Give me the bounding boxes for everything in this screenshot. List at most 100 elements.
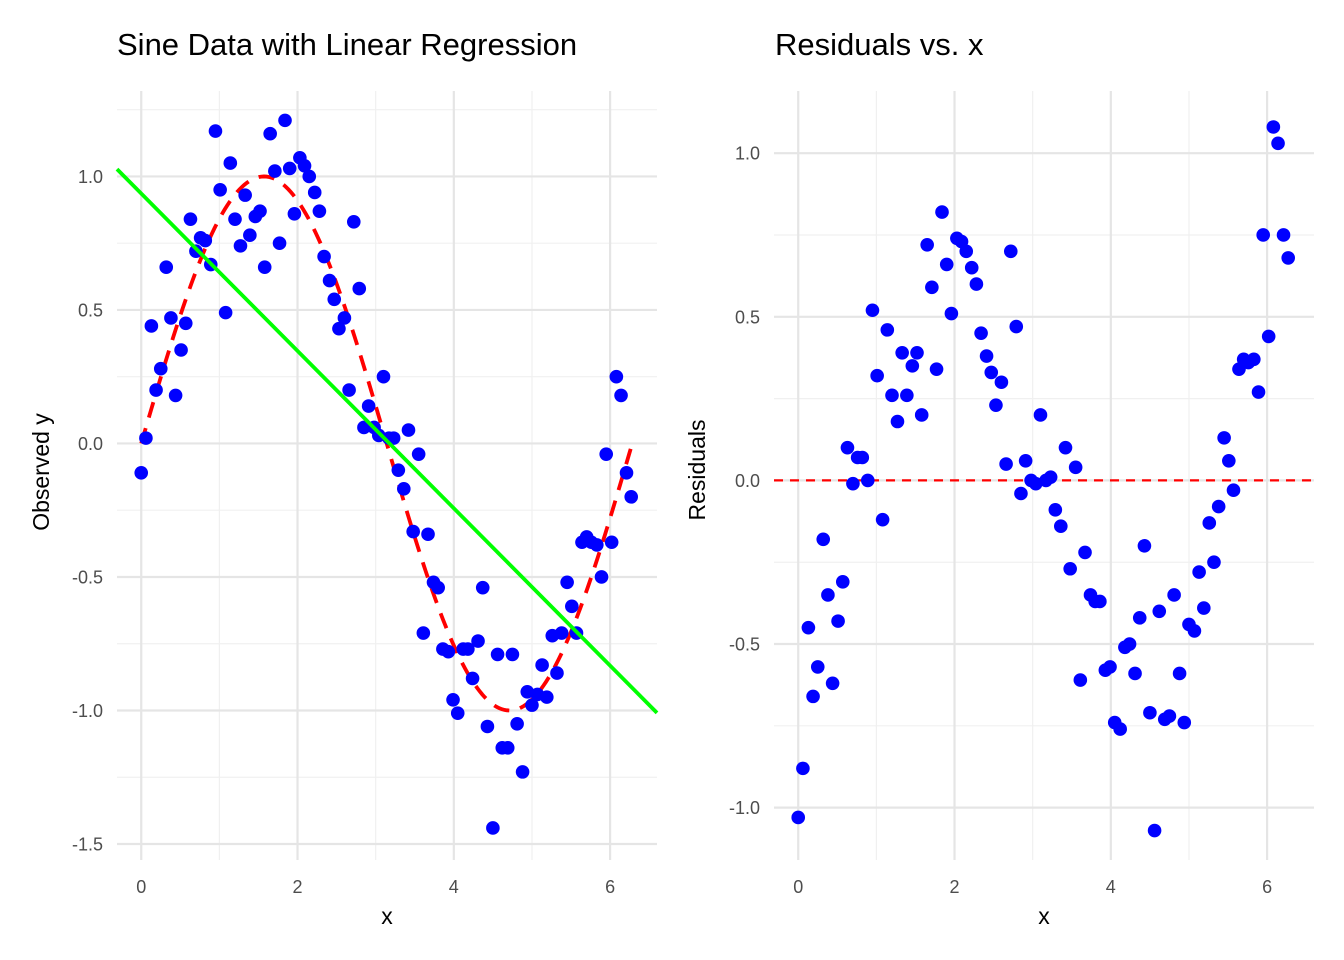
residual-point [1271,136,1285,151]
observed-point [411,447,426,461]
residual-point [1143,705,1157,720]
residual-point [1162,709,1177,723]
residual-point [1207,555,1221,570]
residual-point [885,388,899,403]
observed-point [554,626,569,640]
residual-point [1226,483,1241,498]
observed-point [421,527,435,542]
observed-point [322,273,337,288]
regression-y-axis-label: Observed y [28,413,54,531]
observed-point [233,239,248,253]
residuals-y-tick-label: -0.5 [729,635,760,655]
residual-point [964,260,979,275]
residual-point [1128,666,1142,681]
residuals-y-tick-label: 1.0 [735,144,760,164]
observed-point [500,741,515,755]
residual-point [994,375,1009,390]
observed-point [134,466,149,480]
observed-point [317,249,331,264]
observed-point [208,124,223,138]
residual-point [1018,453,1033,468]
observed-point [223,156,238,170]
observed-point [465,671,480,686]
observed-point [272,236,287,250]
observed-point [198,233,213,248]
observed-point [282,161,297,176]
observed-point [535,658,549,672]
observed-point [376,369,391,384]
residuals-plot-area [774,120,1314,838]
observed-point [287,207,302,221]
residual-point [1192,565,1206,579]
observed-point [624,490,639,504]
residual-point [831,614,845,628]
residuals-x-tick-label: 6 [1262,877,1272,897]
observed-point [268,164,282,178]
residual-point [801,620,816,635]
observed-point [560,575,574,590]
residual-point [1103,660,1117,674]
residuals-y-tick-label: 0.0 [735,471,760,491]
residual-point [939,257,954,272]
observed-point [278,113,292,128]
residual-point [1261,329,1276,344]
observed-point [446,692,460,707]
residual-point [1187,624,1202,638]
regression-y-tick-labels: 1.0 0.5 0.0 -0.5 -1.0 -1.5 [72,167,103,855]
observed-point [153,361,168,376]
residual-point [855,450,870,465]
residual-point [989,398,1003,412]
observed-point [391,463,406,477]
residual-point [810,660,825,674]
regression-y-tick-label: 1.0 [78,167,103,187]
residual-point [935,205,949,219]
residual-point [1113,722,1127,736]
residual-point [806,689,820,704]
residual-point [1152,604,1167,619]
residual-point [1222,453,1236,468]
residual-point [979,349,994,363]
observed-point [139,431,153,445]
regression-x-tick-label: 4 [449,877,459,897]
observed-point [243,228,257,242]
residual-point [860,473,875,488]
residual-point [1093,594,1107,609]
observed-point [332,321,346,336]
observed-point [386,431,401,445]
residual-point [914,408,929,422]
residual-point [835,575,850,589]
residual-point [1122,637,1137,651]
residual-point [1132,611,1147,625]
residual-point [1281,251,1296,265]
regression-panel: Sine Data with Linear Regression x Obser… [28,27,659,929]
observed-point [461,642,475,656]
observed-point [253,204,267,218]
observed-point [599,447,614,461]
residual-point [895,345,909,360]
regression-x-tick-label: 6 [605,877,615,897]
residual-point [900,388,914,403]
observed-point [540,690,554,704]
residual-point [1014,486,1028,501]
regression-line [115,167,659,715]
observed-point [149,383,163,397]
residuals-x-axis-label: x [1038,903,1050,929]
observed-point [441,644,456,659]
observed-point [327,292,342,307]
residuals-y-axis-label: Residuals [684,420,710,521]
observed-point [352,281,367,296]
observed-point [361,399,376,413]
regression-gridlines [117,91,657,860]
regression-x-tick-labels: 0 2 4 6 [136,877,615,897]
residual-point [929,362,944,376]
residual-point [974,326,988,340]
residual-point [999,457,1013,471]
residual-point [796,761,810,776]
residual-point [1202,516,1217,530]
residual-point [1068,460,1083,475]
observed-point [213,182,227,197]
observed-point [450,706,465,720]
residual-point [1211,499,1226,514]
residual-point [1078,545,1092,560]
observed-point [416,626,431,640]
